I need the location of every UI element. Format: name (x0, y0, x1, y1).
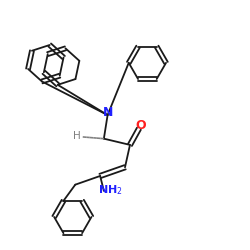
Text: N: N (102, 106, 113, 118)
Text: H: H (74, 132, 81, 141)
Text: O: O (135, 119, 146, 132)
Text: NH$_2$: NH$_2$ (98, 183, 122, 196)
